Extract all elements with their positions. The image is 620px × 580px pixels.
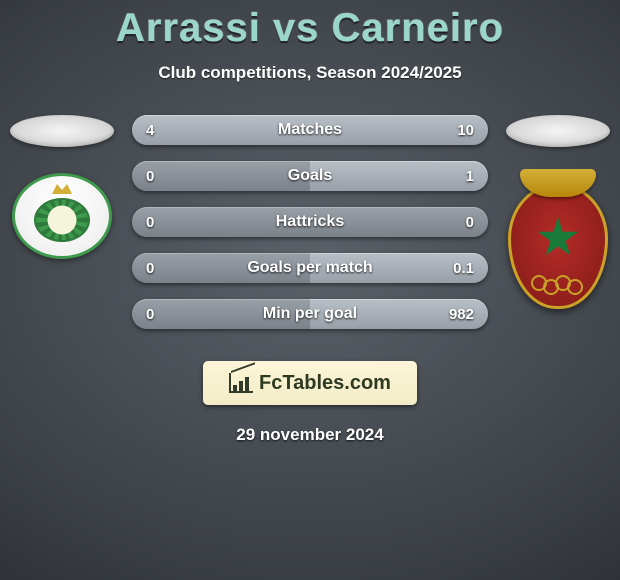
rings-icon [531, 275, 585, 295]
stat-bar: 0982Min per goal [132, 299, 488, 329]
stat-metric-label: Min per goal [132, 299, 488, 329]
player-right-avatar [506, 115, 610, 147]
card-content: Arrassi vs Carneiro Club competitions, S… [0, 0, 620, 580]
stat-metric-label: Matches [132, 115, 488, 145]
date-line: 29 november 2024 [0, 425, 620, 445]
player-right-col [498, 115, 618, 309]
player-left-col [2, 115, 122, 259]
brand-text: FcTables.com [259, 372, 391, 395]
stats-column: 410Matches 01Goals 00Hattricks 00.1Goals pe… [122, 115, 498, 345]
main-row: 410Matches 01Goals 00Hattricks 00.1Goals pe… [0, 115, 620, 345]
stat-metric-label: Goals per match [132, 253, 488, 283]
player-left-avatar [10, 115, 114, 147]
stat-bar: 00.1Goals per match [132, 253, 488, 283]
club-crest-left [12, 173, 112, 259]
club-crest-right [508, 183, 608, 309]
star-icon [537, 217, 579, 259]
stat-bar: 01Goals [132, 161, 488, 191]
brand-badge[interactable]: FcTables.com [203, 361, 417, 405]
stat-bar: 00Hattricks [132, 207, 488, 237]
stat-metric-label: Goals [132, 161, 488, 191]
page-subtitle: Club competitions, Season 2024/2025 [0, 63, 620, 83]
chart-icon [229, 373, 253, 393]
page-title: Arrassi vs Carneiro [0, 6, 620, 51]
stat-metric-label: Hattricks [132, 207, 488, 237]
stat-bar: 410Matches [132, 115, 488, 145]
